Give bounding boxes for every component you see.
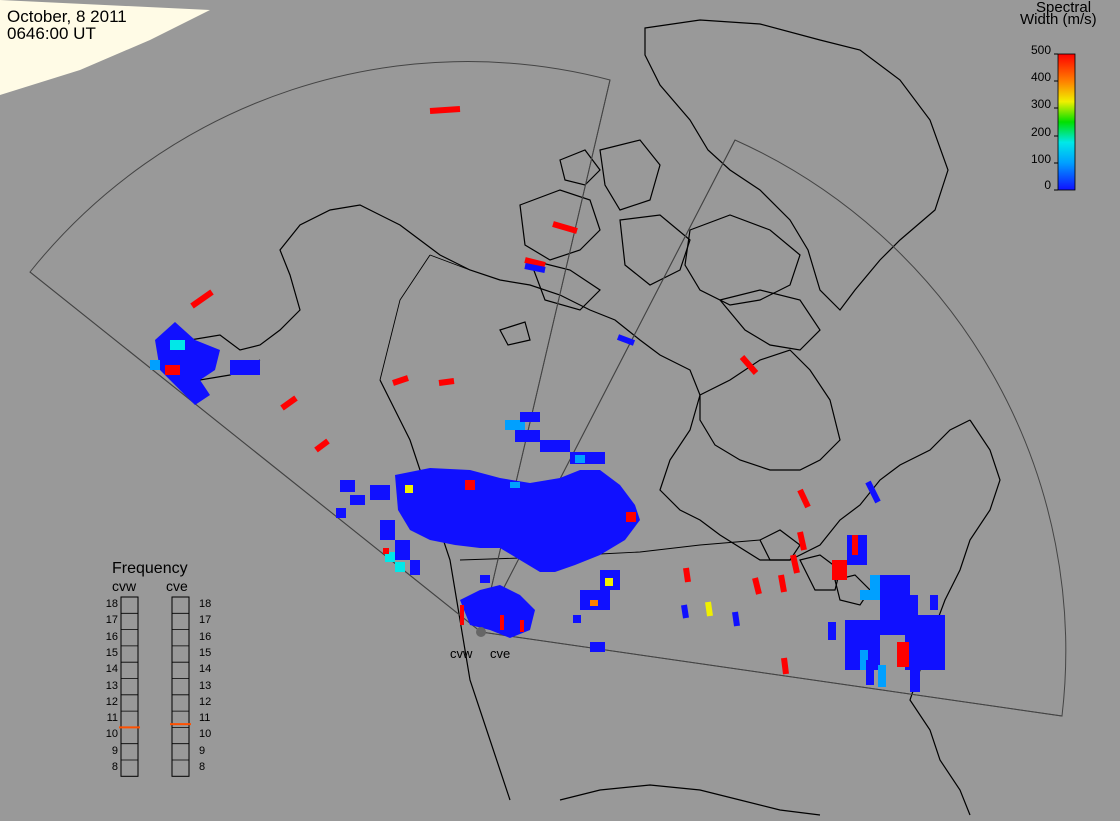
daylight-region — [0, 0, 210, 95]
scatter-east — [828, 535, 945, 692]
frequency-scale-label: 11 — [199, 712, 211, 725]
frequency-scale-label: 9 — [111, 744, 118, 757]
scatter-main — [336, 412, 640, 652]
date-label: October, 8 2011 — [7, 7, 127, 26]
frequency-scale-label: 15 — [105, 646, 118, 659]
frequency-scale-label: 18 — [199, 598, 212, 610]
scatter-alaska — [150, 322, 260, 405]
radar-label-east: cve — [490, 646, 511, 661]
scatter-isolated — [190, 106, 881, 675]
frequency-east-label: cve — [166, 578, 188, 594]
colorbar-tick-label: 100 — [1030, 152, 1051, 166]
colorbar-tick-label: 300 — [1030, 97, 1051, 111]
frequency-scale-label: 17 — [105, 614, 118, 627]
frequency-scale-label: 12 — [105, 695, 118, 708]
frequency-scale-label: 11 — [106, 712, 118, 725]
frequency-title: Frequency — [112, 560, 188, 577]
colorbar — [1057, 53, 1076, 191]
frequency-scale-label: 12 — [199, 695, 212, 708]
time-label: 0646:00 UT — [7, 24, 96, 43]
radar-label-west: cvw — [450, 646, 473, 661]
frequency-scale-label: 13 — [105, 679, 118, 692]
colorbar-tick-label: 0 — [1044, 178, 1051, 192]
colorbar-tick-label: 500 — [1030, 43, 1051, 57]
frequency-scale-label: 8 — [199, 761, 206, 773]
frequency-scale-label: 8 — [111, 761, 118, 773]
coastlines — [179, 19, 1001, 816]
frequency-scale-label: 14 — [105, 663, 118, 676]
frequency-scale-label: 13 — [199, 679, 212, 692]
colorbar-ticks — [1054, 53, 1058, 191]
colorbar-tick-label: 400 — [1030, 70, 1051, 84]
colorbar-title-line2: Width (m/s) — [1020, 11, 1097, 28]
frequency-gauges — [119, 596, 191, 777]
borders — [379, 254, 761, 561]
frequency-scale-label: 15 — [199, 646, 212, 659]
frequency-scale-label: 17 — [199, 614, 212, 627]
frequency-gauge-east — [171, 596, 190, 777]
frequency-scale-label: 18 — [105, 598, 118, 610]
frequency-scale-label: 9 — [199, 744, 206, 757]
frequency-scale-label: 14 — [199, 663, 212, 676]
frequency-west-label: cvw — [112, 578, 137, 594]
radar-site-marker — [476, 627, 486, 637]
frequency-scale-label: 10 — [199, 728, 212, 741]
frequency-scale-label: 10 — [105, 728, 118, 741]
frequency-gauge-west — [120, 596, 139, 777]
colorbar-tick-label: 200 — [1030, 125, 1051, 139]
frequency-scale-label: 16 — [199, 630, 212, 643]
colorbar-title-line1: Spectral — [1036, 0, 1092, 16]
frequency-scale-label: 16 — [105, 630, 118, 643]
